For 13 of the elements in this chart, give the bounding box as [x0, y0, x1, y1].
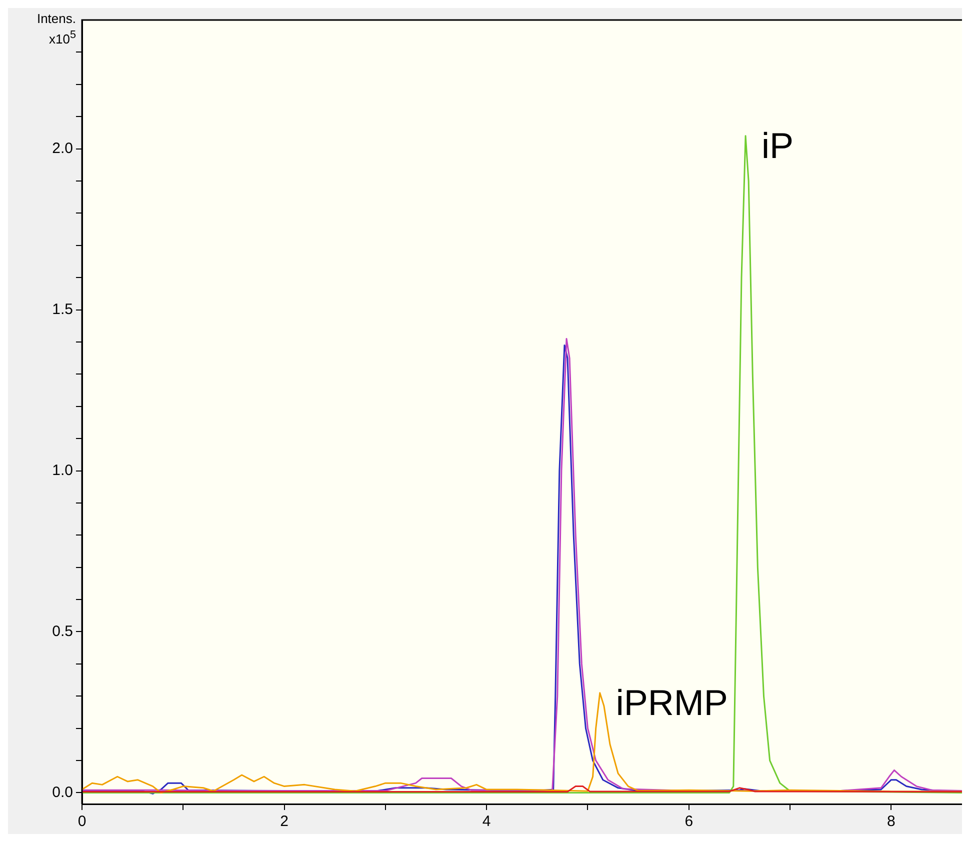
annotation: iPRMP [616, 682, 728, 723]
y-tick-label: 1.0 [52, 462, 73, 479]
y-tick-label: 0.5 [52, 622, 73, 640]
x-tick-label: 2 [280, 813, 288, 830]
x-tick-label: 0 [78, 813, 86, 830]
x-tick-label: 6 [684, 813, 694, 830]
y-axis-title: Intens. x10$^{5}$ [36, 10, 76, 48]
y-tick-label: 2.0 [52, 140, 73, 157]
x-tick-label: 8 [887, 813, 896, 830]
y-tick-label: 1.5 [52, 300, 73, 318]
x-tick-label: 4 [482, 813, 491, 830]
annotation: iP [762, 124, 794, 166]
y-tick-label: 0.0 [52, 784, 73, 801]
